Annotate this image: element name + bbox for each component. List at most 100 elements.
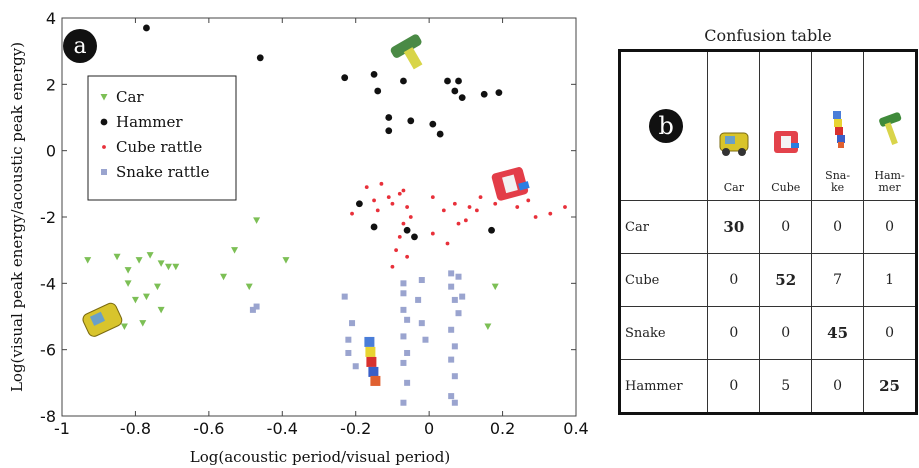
car-point xyxy=(120,323,128,330)
cube-point xyxy=(405,205,410,209)
car-point xyxy=(253,217,261,224)
hammer-point xyxy=(374,87,382,95)
cube-point xyxy=(441,208,446,213)
panel-a-badge: a xyxy=(63,29,97,63)
hammer-point xyxy=(407,117,415,125)
snake-point xyxy=(418,320,425,327)
car-point xyxy=(153,283,161,291)
cube-point xyxy=(350,211,354,216)
cube-point xyxy=(526,198,531,203)
matrix-cell: 0 xyxy=(707,359,761,414)
legend-marker xyxy=(102,145,106,149)
snake-point xyxy=(451,373,458,380)
row-label: Car xyxy=(618,200,709,254)
cube-rattle-icon xyxy=(773,131,799,153)
snake-rattle-icon xyxy=(364,336,381,386)
x-tick-label: 0 xyxy=(424,419,434,438)
y-tick-label: -8 xyxy=(40,407,56,426)
y-tick-label: -6 xyxy=(40,341,56,360)
y-tick-label: 4 xyxy=(46,9,56,28)
confusion-row: Hammer 0 5 0 25 xyxy=(618,359,917,414)
snake-point xyxy=(345,349,352,356)
hammer-point xyxy=(480,90,488,98)
column-header-car: Car xyxy=(707,50,761,201)
snake-point xyxy=(451,296,458,303)
matrix-cell: 45 xyxy=(811,306,865,360)
x-axis-label: Log(acoustic period/visual period) xyxy=(190,448,450,466)
snake-point xyxy=(400,399,407,406)
cube-point xyxy=(456,221,461,226)
x-tick-label: 0.4 xyxy=(563,419,588,438)
snake-point xyxy=(345,336,352,343)
toy-icons xyxy=(82,34,530,386)
cube-point xyxy=(401,188,406,193)
x-tick-label: -0.6 xyxy=(193,419,224,438)
cube-point xyxy=(364,185,369,190)
cube-point xyxy=(372,198,376,203)
hammer-point xyxy=(455,77,462,85)
confusion-row: Snake 0 0 45 0 xyxy=(618,306,917,360)
hammer-toy-icon xyxy=(878,112,901,145)
legend-box xyxy=(87,75,237,201)
snake-point xyxy=(448,356,455,363)
hammer-point xyxy=(436,130,444,138)
column-label: Sna- ke xyxy=(825,169,851,194)
hammer-point xyxy=(256,54,264,62)
hammer-point xyxy=(411,233,418,241)
hammer-point xyxy=(403,226,411,234)
snake-point xyxy=(451,343,458,350)
snake-point xyxy=(422,336,429,343)
snake-point xyxy=(349,320,356,327)
cube-point xyxy=(394,248,398,253)
snake-point xyxy=(455,273,462,280)
axis-ticks: -1 -0.8 -0.6 -0.4 -0.2 0 0.2 0.4 -8 -6 -4 -2 0 2 4 xyxy=(40,9,589,438)
snake-point xyxy=(400,306,407,313)
hammer-point xyxy=(488,226,495,234)
matrix-cell: 1 xyxy=(863,253,917,307)
snake-point xyxy=(448,326,455,333)
snake-point xyxy=(459,293,466,300)
matrix-cell: 7 xyxy=(811,253,865,307)
cube-point xyxy=(390,201,395,206)
cube-point xyxy=(445,241,450,246)
car-point xyxy=(245,283,253,291)
snake-point xyxy=(448,393,455,400)
cube-point xyxy=(401,221,406,226)
hammer-point xyxy=(143,24,150,32)
column-header-cube: Cube xyxy=(759,50,813,201)
matrix-cell: 0 xyxy=(811,200,865,254)
snake-point xyxy=(455,310,462,317)
legend-label: Snake rattle xyxy=(116,163,210,181)
car-point xyxy=(491,283,499,291)
hammer-toy-icon xyxy=(390,34,423,70)
legend: Car Hammer Cube rattle Snake rattle xyxy=(87,75,237,201)
hammer-point xyxy=(400,77,407,85)
hammer-point xyxy=(355,200,363,208)
confusion-table-panel: Confusion table b Car Cube xyxy=(618,26,918,415)
car-point xyxy=(142,293,150,301)
car-point xyxy=(157,260,165,267)
column-header-snake: Sna- ke xyxy=(811,50,865,201)
hammer-point xyxy=(341,74,349,82)
y-tick-label: -4 xyxy=(40,274,56,293)
legend-marker xyxy=(101,169,107,175)
column-label: Ham- mer xyxy=(874,169,905,194)
x-tick-label: 0.2 xyxy=(490,419,515,438)
panel-b-badge: b xyxy=(649,109,684,143)
snake-point xyxy=(451,399,458,406)
legend-marker xyxy=(100,118,108,126)
x-tick-label: -1 xyxy=(54,419,70,438)
matrix-cell: 25 xyxy=(863,359,917,414)
car-point xyxy=(124,267,132,274)
snake-point xyxy=(418,277,425,284)
matrix-cell: 0 xyxy=(759,306,813,360)
car-toy-icon xyxy=(719,132,749,156)
y-tick-label: -2 xyxy=(40,208,56,227)
confusion-table: b Car Cube xyxy=(618,49,918,415)
x-tick-label: -0.2 xyxy=(340,419,371,438)
matrix-cell: 0 xyxy=(863,306,917,360)
matrix-cell: 5 xyxy=(759,359,813,414)
cube-point xyxy=(405,254,410,259)
cube-point xyxy=(467,205,472,209)
hammer-point xyxy=(429,120,437,128)
